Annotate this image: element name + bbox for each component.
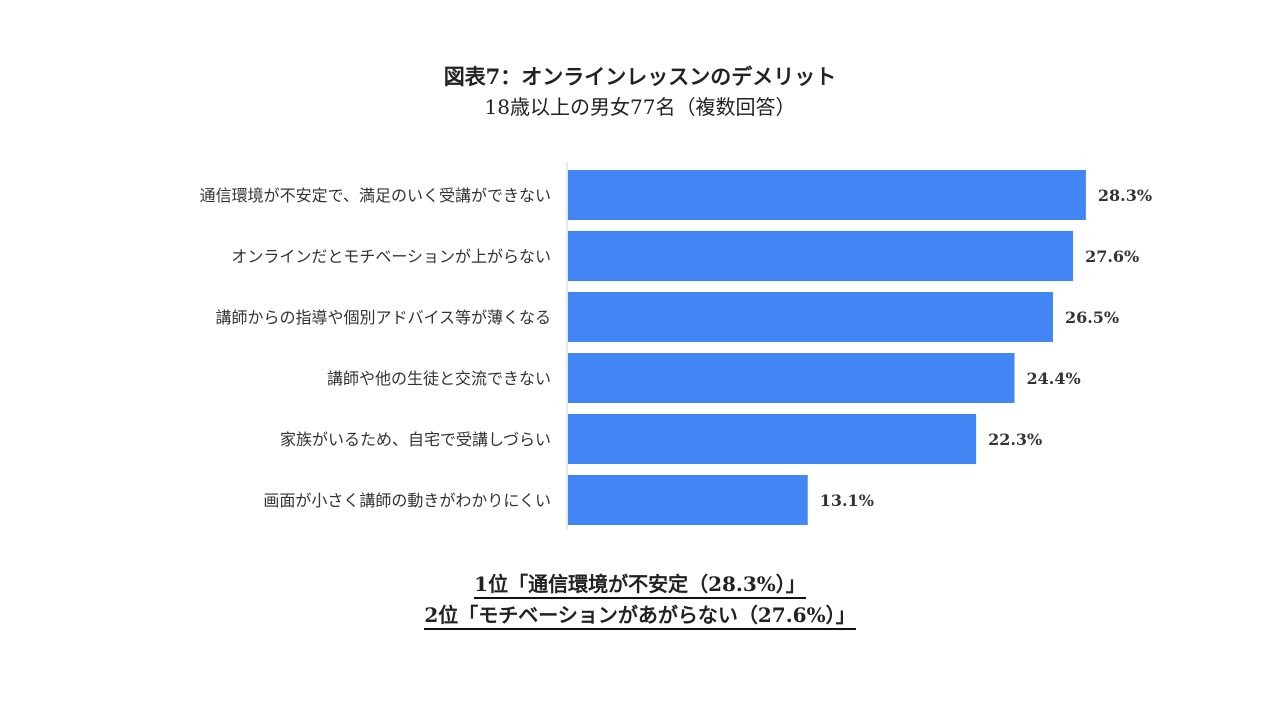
category-label-0: 通信環境が不安定で、満足のいく受講ができない xyxy=(200,186,551,205)
category-label-2: 講師からの指導や個別アドバイス等が薄くなる xyxy=(215,308,551,327)
category-label-3: 講師や他の生徒と交流できない xyxy=(327,369,551,388)
value-label-1: 27.6% xyxy=(1085,247,1139,266)
value-label-5: 13.1% xyxy=(820,491,874,510)
bar-1 xyxy=(568,231,1074,281)
chart-subtitle: 18歳以上の男女77名（複数回答） xyxy=(484,95,796,119)
summary-rank-1-text: 1位「通信環境が不安定（28.3%）」 xyxy=(474,572,806,599)
summary-rank-2-text: 2位「モチベーションがあがらない（27.6%）」 xyxy=(424,603,856,630)
value-label-3: 24.4% xyxy=(1027,369,1081,388)
category-label-1: オンラインだとモチベーションが上がらない xyxy=(231,247,551,266)
bar-0 xyxy=(568,170,1086,220)
bar-5 xyxy=(568,475,808,525)
summary-rank-1: 1位「通信環境が不安定（28.3%）」 xyxy=(0,570,1280,599)
bar-3 xyxy=(568,353,1015,403)
value-label-4: 22.3% xyxy=(988,430,1042,449)
bar-chart: 通信環境が不安定で、満足のいく受講ができない 28.3% オンラインだとモチベーショ… xyxy=(200,162,1152,530)
summary-rank-2: 2位「モチベーションがあがらない（27.6%）」 xyxy=(0,601,1280,630)
category-label-5: 画面が小さく講師の動きがわかりにくい xyxy=(263,491,551,510)
value-label-2: 26.5% xyxy=(1065,308,1119,327)
value-label-0: 28.3% xyxy=(1098,186,1152,205)
bars-group: 通信環境が不安定で、満足のいく受講ができない 28.3% オンラインだとモチベーショ… xyxy=(200,170,1152,525)
category-label-4: 家族がいるため、自宅で受講しづらい xyxy=(280,430,551,449)
chart-title: 図表7：オンラインレッスンのデメリット xyxy=(443,64,837,89)
bar-2 xyxy=(568,292,1053,342)
bar-4 xyxy=(568,414,977,464)
